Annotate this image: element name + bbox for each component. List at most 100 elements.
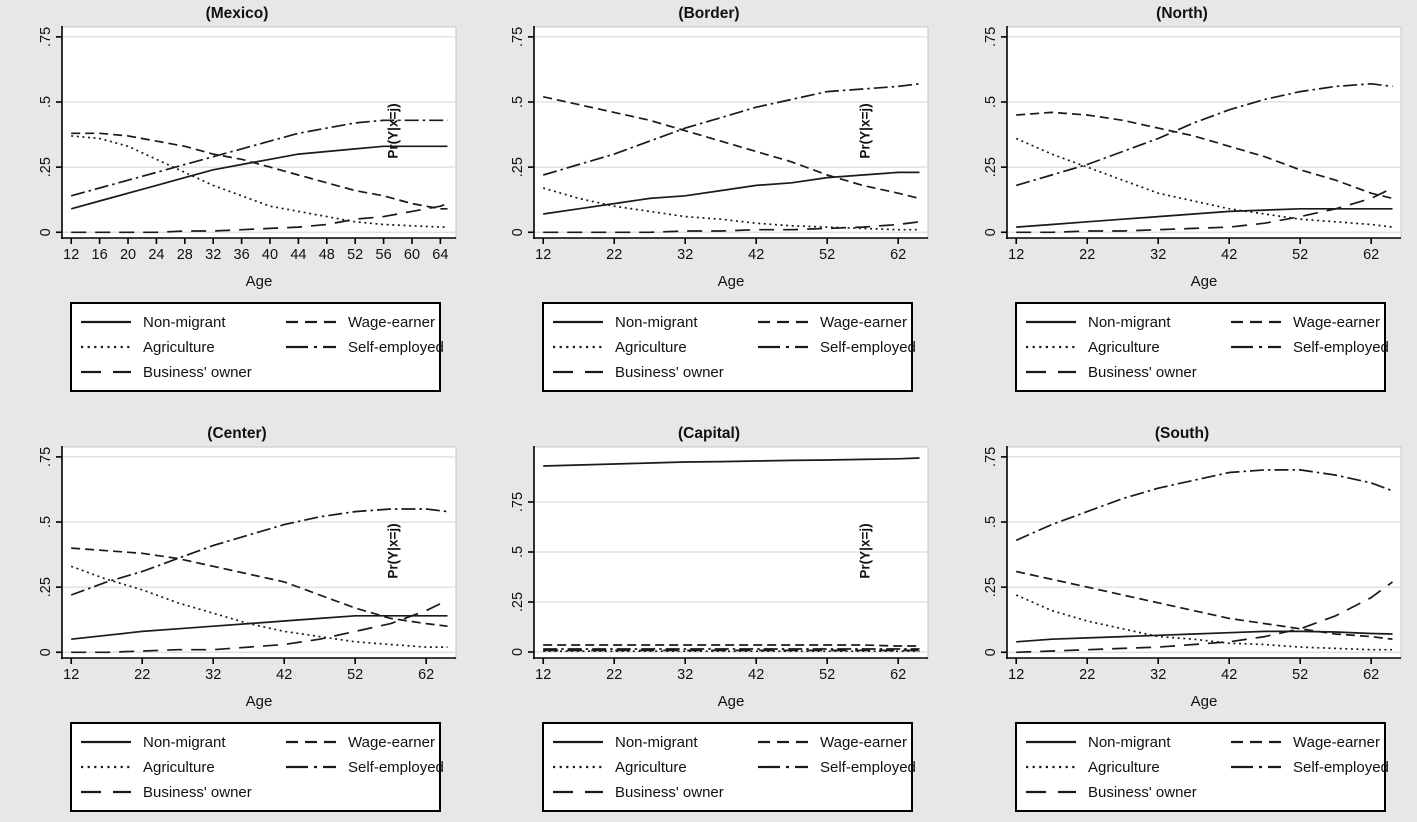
x-tick-label: 40 bbox=[262, 247, 278, 263]
panel-wrap: 0 .25 .5 .75 12 22 32 42 52 62 (South) Age Non-migra… bbox=[945, 422, 1417, 822]
x-tick-label: 12 bbox=[535, 247, 551, 263]
legend-item-self-employed: Self-employed bbox=[1230, 335, 1389, 359]
y-tick-label: .75 bbox=[38, 447, 54, 467]
series-line-wage-earner bbox=[1016, 570, 1393, 641]
y-tick-label: .75 bbox=[510, 492, 526, 512]
panel-wrap: 0 .25 .5 .75 12 22 32 42 52 62 (Capital) Age Pr(Y|x=… bbox=[472, 422, 944, 822]
legend-label: Business' owner bbox=[615, 363, 724, 381]
y-tick-label: 0 bbox=[510, 648, 526, 656]
legend-item-self-employed: Self-employed bbox=[757, 755, 916, 779]
series-line-non-migrant bbox=[1016, 207, 1393, 228]
legend-item-agriculture: Agriculture bbox=[80, 755, 285, 779]
legend-item-business-owner: Business' owner bbox=[552, 780, 757, 804]
legend-item-agriculture: Agriculture bbox=[1025, 335, 1230, 359]
x-axis-label: Age bbox=[246, 273, 273, 290]
x-tick-label: 62 bbox=[1363, 667, 1379, 683]
series-line-non-migrant bbox=[543, 171, 920, 215]
inner-y-axis-label: Pr(Y|x=j) bbox=[386, 523, 401, 578]
y-tick-label: .5 bbox=[983, 96, 999, 108]
x-tick-label: 42 bbox=[1221, 247, 1237, 263]
y-tick-label: .75 bbox=[38, 27, 54, 47]
plot-area bbox=[533, 26, 929, 239]
x-tick-label: 52 bbox=[1292, 667, 1308, 683]
x-tick-label: 32 bbox=[205, 247, 221, 263]
series-line-wage-earner bbox=[543, 95, 920, 200]
x-axis-label: Age bbox=[1191, 693, 1218, 710]
x-axis-label: Age bbox=[1191, 273, 1218, 290]
x-tick-label: 22 bbox=[134, 667, 150, 683]
legend-line-sample-icon bbox=[81, 765, 131, 769]
x-tick-label: 22 bbox=[606, 667, 622, 683]
legend-label: Wage-earner bbox=[820, 733, 907, 751]
panel-capital: 0 .25 .5 .75 12 22 32 42 52 62 (Capital) Age Pr(Y|x=… bbox=[472, 408, 945, 817]
legend-line-sample-icon bbox=[81, 740, 131, 744]
x-tick-label: 52 bbox=[1292, 247, 1308, 263]
legend-capital: Non-migrant Wage-earner Agriculture Self-em… bbox=[542, 722, 916, 812]
chart-center: 0 .25 .5 .75 12 22 32 42 52 62 (Center) Age Pr(Y|x=j… bbox=[38, 425, 457, 710]
y-tick-label: .75 bbox=[510, 27, 526, 47]
legend-label: Wage-earner bbox=[1293, 313, 1380, 331]
x-tick-label: 32 bbox=[205, 667, 221, 683]
legend-label: Wage-earner bbox=[348, 313, 435, 331]
legend-label: Agriculture bbox=[1088, 338, 1160, 356]
legend-item-business-owner: Business' owner bbox=[80, 780, 285, 804]
x-tick-label: 32 bbox=[677, 667, 693, 683]
x-tick-label: 28 bbox=[177, 247, 193, 263]
legend-mexico: Non-migrant Wage-earner Agriculture Self-em… bbox=[70, 302, 444, 392]
legend-label: Business' owner bbox=[1088, 363, 1197, 381]
legend-line-sample-icon bbox=[553, 740, 603, 744]
series-line-non-migrant bbox=[543, 457, 920, 467]
x-tick-label: 42 bbox=[276, 667, 292, 683]
legend-label: Self-employed bbox=[820, 338, 916, 356]
chart-mexico: 0 .25 .5 .75 12 16 20 24 28 32 36 40 44 48 52 56 60 64 (Me… bbox=[38, 5, 457, 290]
legend-label: Self-employed bbox=[348, 758, 444, 776]
legend-label: Agriculture bbox=[143, 758, 215, 776]
legend-item-agriculture: Agriculture bbox=[1025, 755, 1230, 779]
series-line-wage-earner bbox=[71, 132, 448, 210]
x-tick-label: 32 bbox=[1150, 667, 1166, 683]
series-line-business-owner bbox=[71, 202, 448, 234]
legend-label: Self-employed bbox=[348, 338, 444, 356]
legend-line-sample-icon bbox=[286, 765, 336, 769]
x-tick-label: 32 bbox=[1150, 247, 1166, 263]
legend-label: Wage-earner bbox=[1293, 733, 1380, 751]
y-tick-label: .25 bbox=[510, 157, 526, 177]
legend-line-sample-icon bbox=[1026, 320, 1076, 324]
series-line-business-owner bbox=[71, 599, 448, 654]
y-tick-label: .25 bbox=[38, 577, 54, 597]
y-tick-label: .5 bbox=[510, 546, 526, 558]
y-tick-label: .5 bbox=[38, 516, 54, 528]
panel-title: (North) bbox=[1156, 5, 1208, 22]
legend-item-self-employed: Self-employed bbox=[285, 335, 444, 359]
legend-label: Business' owner bbox=[143, 363, 252, 381]
y-tick-label: 0 bbox=[983, 228, 999, 236]
legend-label: Non-migrant bbox=[1088, 733, 1171, 751]
legend-line-sample-icon bbox=[553, 320, 603, 324]
legend-item-self-employed: Self-employed bbox=[1230, 755, 1389, 779]
y-tick-label: .25 bbox=[510, 592, 526, 612]
inner-y-axis-label: Pr(Y|x=j) bbox=[858, 103, 873, 158]
series-line-agriculture bbox=[71, 135, 448, 228]
x-tick-label: 48 bbox=[319, 247, 335, 263]
series-line-non-migrant bbox=[1016, 630, 1393, 643]
legend-label: Self-employed bbox=[1293, 758, 1389, 776]
legend-item-non-migrant: Non-migrant bbox=[1025, 730, 1230, 754]
legend-center: Non-migrant Wage-earner Agriculture Self-em… bbox=[70, 722, 444, 812]
x-tick-label: 44 bbox=[290, 247, 306, 263]
legend-item-business-owner: Business' owner bbox=[80, 360, 285, 384]
chart-north: 0 .25 .5 .75 12 22 32 42 52 62 (North) Age bbox=[983, 5, 1402, 290]
panel-center: 0 .25 .5 .75 12 22 32 42 52 62 (Center) Age Pr(Y|x=j… bbox=[0, 408, 472, 817]
x-tick-label: 12 bbox=[63, 247, 79, 263]
legend-label: Agriculture bbox=[615, 338, 687, 356]
inner-y-axis-label: Pr(Y|x=j) bbox=[386, 103, 401, 158]
legend-line-sample-icon bbox=[81, 370, 131, 374]
x-tick-label: 24 bbox=[148, 247, 164, 263]
x-tick-label: 42 bbox=[748, 667, 764, 683]
x-tick-label: 64 bbox=[432, 247, 448, 263]
x-axis-label: Age bbox=[718, 693, 745, 710]
legend-label: Non-migrant bbox=[1088, 313, 1171, 331]
legend-item-self-employed: Self-employed bbox=[285, 755, 444, 779]
series-line-agriculture bbox=[1015, 594, 1393, 651]
x-tick-label: 62 bbox=[418, 667, 434, 683]
